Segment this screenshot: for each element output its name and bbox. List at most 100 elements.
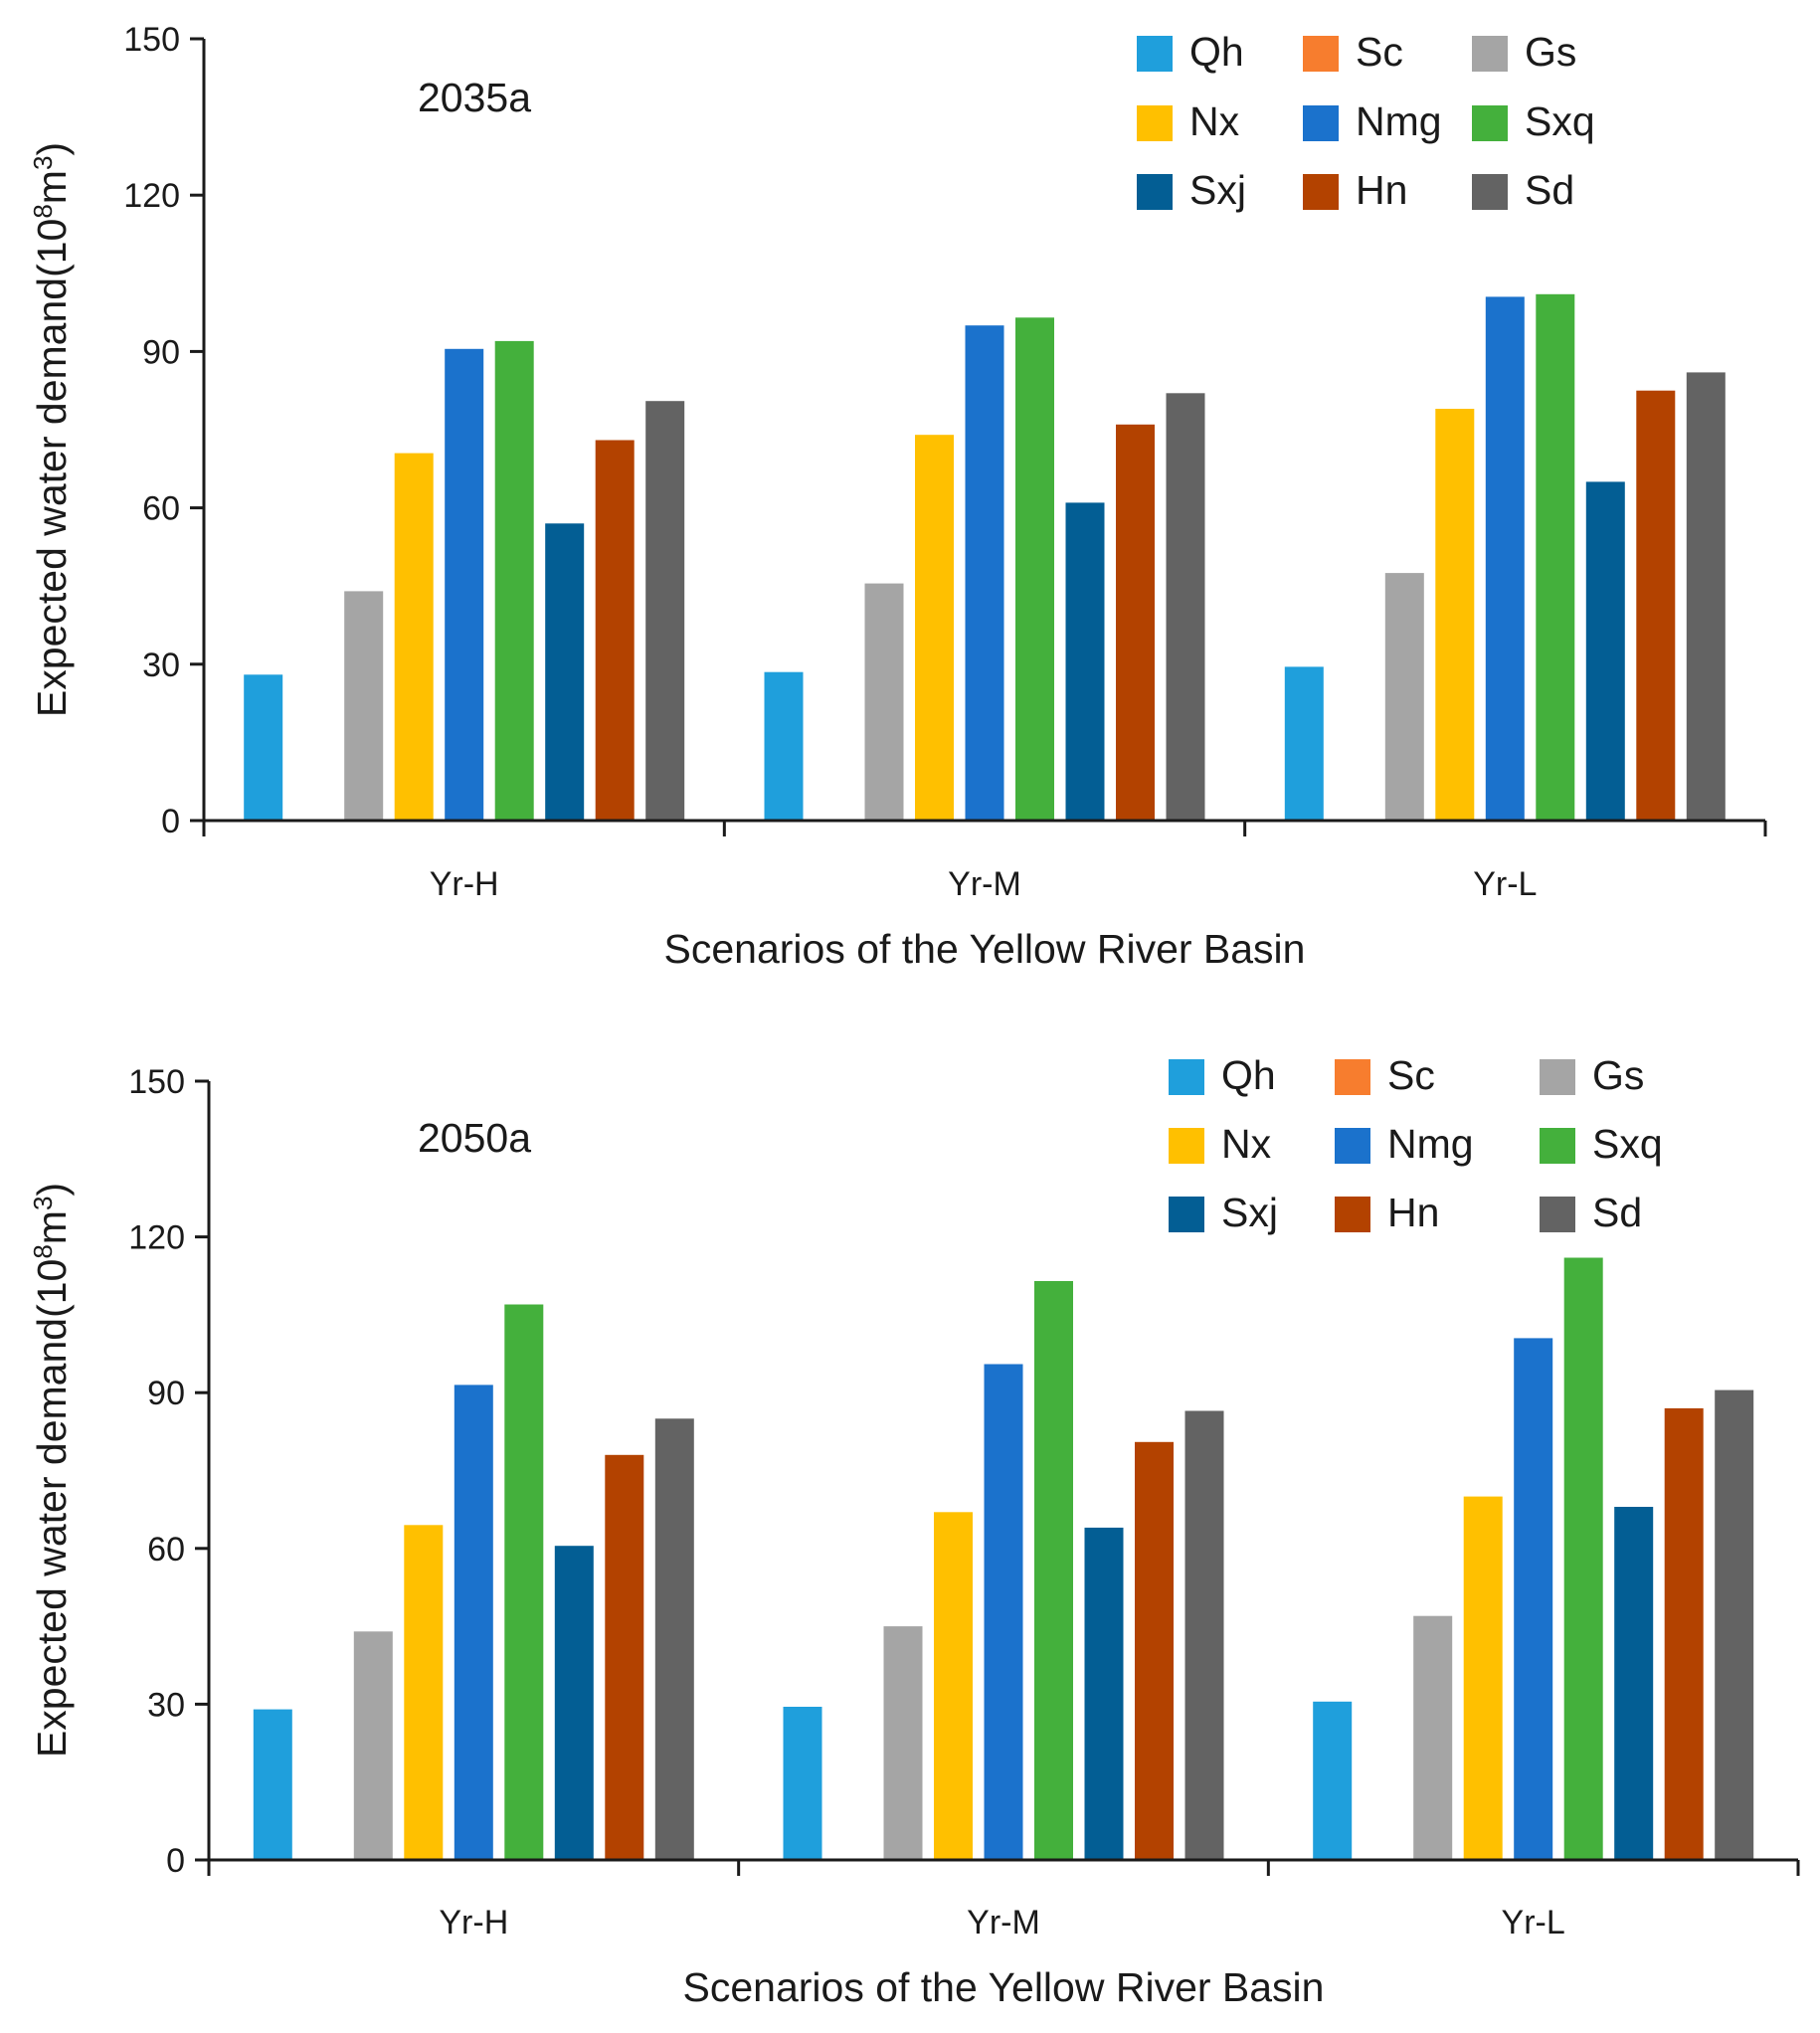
legend-label-Qh: Qh — [1221, 1052, 1276, 1098]
legend-label-Nmg: Nmg — [1356, 98, 1442, 144]
chart-title: 2050a — [418, 1115, 531, 1161]
bar-Gs-Yr-L — [1384, 573, 1424, 821]
legend-label-Sc: Sc — [1387, 1052, 1435, 1098]
y-tick-label: 30 — [147, 1686, 185, 1724]
x-axis-title: Scenarios of the Yellow River Basin — [664, 926, 1306, 972]
bar-Hn-Yr-M — [1116, 424, 1155, 821]
bar-Qh-Yr-H — [253, 1709, 292, 1860]
bar-Nx-Yr-L — [1435, 409, 1475, 821]
legend-swatch-Gs — [1540, 1059, 1575, 1095]
bar-Gs-Yr-M — [883, 1626, 923, 1860]
bar-Nmg-Yr-M — [984, 1364, 1023, 1860]
bar-Sd-Yr-H — [654, 1418, 694, 1860]
legend-label-Sd: Sd — [1525, 167, 1574, 213]
x-category-label: Yr-H — [430, 865, 499, 903]
bar-Sxq-Yr-H — [494, 340, 534, 821]
bar-Sxq-Yr-L — [1536, 293, 1575, 821]
legend-swatch-Sd — [1472, 174, 1508, 210]
bar-Nx-Yr-M — [915, 435, 954, 821]
legend-swatch-Nx — [1137, 105, 1173, 141]
y-tick-label: 0 — [161, 803, 180, 840]
y-tick-label: 30 — [142, 647, 180, 684]
bar-Hn-Yr-H — [595, 440, 635, 821]
bar-Nx-Yr-H — [394, 453, 434, 821]
y-tick-label: 150 — [123, 21, 180, 59]
bar-Nmg-Yr-L — [1485, 296, 1525, 821]
legend-swatch-Gs — [1472, 36, 1508, 72]
chart-title: 2035a — [418, 75, 531, 120]
x-category-label: Yr-L — [1473, 865, 1537, 903]
y-axis-title-part: m — [29, 170, 75, 204]
legend-label-Nx: Nx — [1189, 98, 1240, 144]
bar-Nmg-Yr-M — [965, 325, 1004, 821]
bar-Sxq-Yr-H — [504, 1304, 544, 1860]
legend-swatch-Sc — [1303, 36, 1339, 72]
bar-Sd-Yr-H — [645, 401, 685, 821]
bar-Gs-Yr-H — [353, 1631, 393, 1860]
bar-Gs-Yr-H — [344, 591, 384, 821]
bar-Nx-Yr-L — [1463, 1496, 1503, 1860]
bar-Hn-Yr-M — [1135, 1441, 1174, 1860]
legend-swatch-Nmg — [1335, 1128, 1370, 1164]
bar-Qh-Yr-M — [764, 671, 804, 821]
legend-swatch-Nx — [1169, 1128, 1204, 1164]
x-category-label: Yr-H — [439, 1904, 508, 1941]
bar-Nmg-Yr-H — [445, 348, 484, 821]
y-axis-title-part: 8 — [28, 204, 58, 218]
y-tick-label: 150 — [128, 1063, 185, 1101]
bar-Hn-Yr-H — [605, 1454, 644, 1860]
legend-label-Sd: Sd — [1592, 1190, 1642, 1235]
legend-swatch-Sxj — [1137, 174, 1173, 210]
bar-Qh-Yr-L — [1313, 1701, 1353, 1860]
y-axis-title-part: 8 — [28, 1244, 58, 1258]
y-axis-title: Expected water demand(108m3) — [28, 1183, 75, 1757]
bar-Sxj-Yr-H — [554, 1546, 594, 1860]
bar-Sd-Yr-L — [1686, 372, 1726, 821]
legend-swatch-Qh — [1169, 1059, 1204, 1095]
bar-Sxq-Yr-M — [1015, 317, 1054, 821]
y-axis-title-part: 3 — [28, 1197, 58, 1210]
legend-label-Qh: Qh — [1189, 29, 1244, 75]
bar-Sxj-Yr-M — [1084, 1527, 1124, 1860]
x-category-label: Yr-M — [967, 1904, 1040, 1941]
x-axis-title: Scenarios of the Yellow River Basin — [683, 1964, 1325, 2010]
bar-Hn-Yr-L — [1664, 1407, 1704, 1860]
y-axis-title: Expected water demand(108m3) — [28, 142, 75, 717]
legend-swatch-Hn — [1335, 1197, 1370, 1232]
legend-label-Sxj: Sxj — [1221, 1190, 1278, 1235]
legend-label-Hn: Hn — [1356, 167, 1407, 213]
bar-Sd-Yr-M — [1184, 1410, 1224, 1860]
bar-Sxj-Yr-L — [1614, 1507, 1654, 1860]
bar-Sxj-Yr-H — [545, 523, 585, 821]
bar-Sxq-Yr-M — [1034, 1281, 1073, 1860]
y-tick-label: 60 — [147, 1531, 185, 1569]
legend-label-Hn: Hn — [1387, 1190, 1439, 1235]
legend-label-Nmg: Nmg — [1387, 1121, 1474, 1167]
legend-label-Gs: Gs — [1525, 29, 1576, 75]
y-axis-title-part: 3 — [28, 156, 58, 170]
legend-swatch-Qh — [1137, 36, 1173, 72]
bar-Sxj-Yr-M — [1065, 502, 1105, 821]
bar-Hn-Yr-L — [1636, 390, 1676, 821]
legend-swatch-Sxq — [1472, 105, 1508, 141]
y-tick-label: 90 — [147, 1375, 185, 1412]
y-tick-label: 90 — [142, 333, 180, 371]
legend-swatch-Hn — [1303, 174, 1339, 210]
bar-Sd-Yr-L — [1715, 1389, 1754, 1860]
legend-swatch-Sd — [1540, 1197, 1575, 1232]
legend-swatch-Nmg — [1303, 105, 1339, 141]
y-axis-title-part: Expected water demand(10 — [29, 1259, 75, 1757]
bar-Nx-Yr-H — [404, 1525, 444, 1860]
bar-Nmg-Yr-L — [1514, 1338, 1553, 1860]
bar-Nmg-Yr-H — [454, 1385, 493, 1860]
legend-swatch-Sc — [1335, 1059, 1370, 1095]
y-tick-label: 120 — [128, 1219, 185, 1257]
bar-Gs-Yr-M — [864, 583, 904, 821]
legend-label-Sxq: Sxq — [1525, 98, 1595, 144]
legend-label-Nx: Nx — [1221, 1121, 1272, 1167]
bar-Sxq-Yr-L — [1563, 1257, 1603, 1860]
bar-Qh-Yr-L — [1284, 666, 1324, 821]
legend-swatch-Sxj — [1169, 1197, 1204, 1232]
y-tick-label: 60 — [142, 490, 180, 528]
